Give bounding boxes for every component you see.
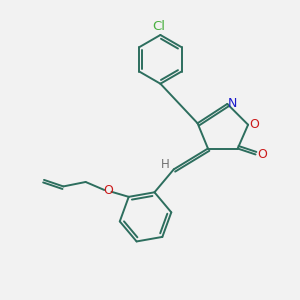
Text: O: O [257, 148, 267, 161]
Text: H: H [161, 158, 170, 171]
Text: Cl: Cl [152, 20, 165, 33]
Text: N: N [228, 98, 237, 110]
Text: O: O [249, 118, 259, 131]
Text: O: O [103, 184, 113, 197]
